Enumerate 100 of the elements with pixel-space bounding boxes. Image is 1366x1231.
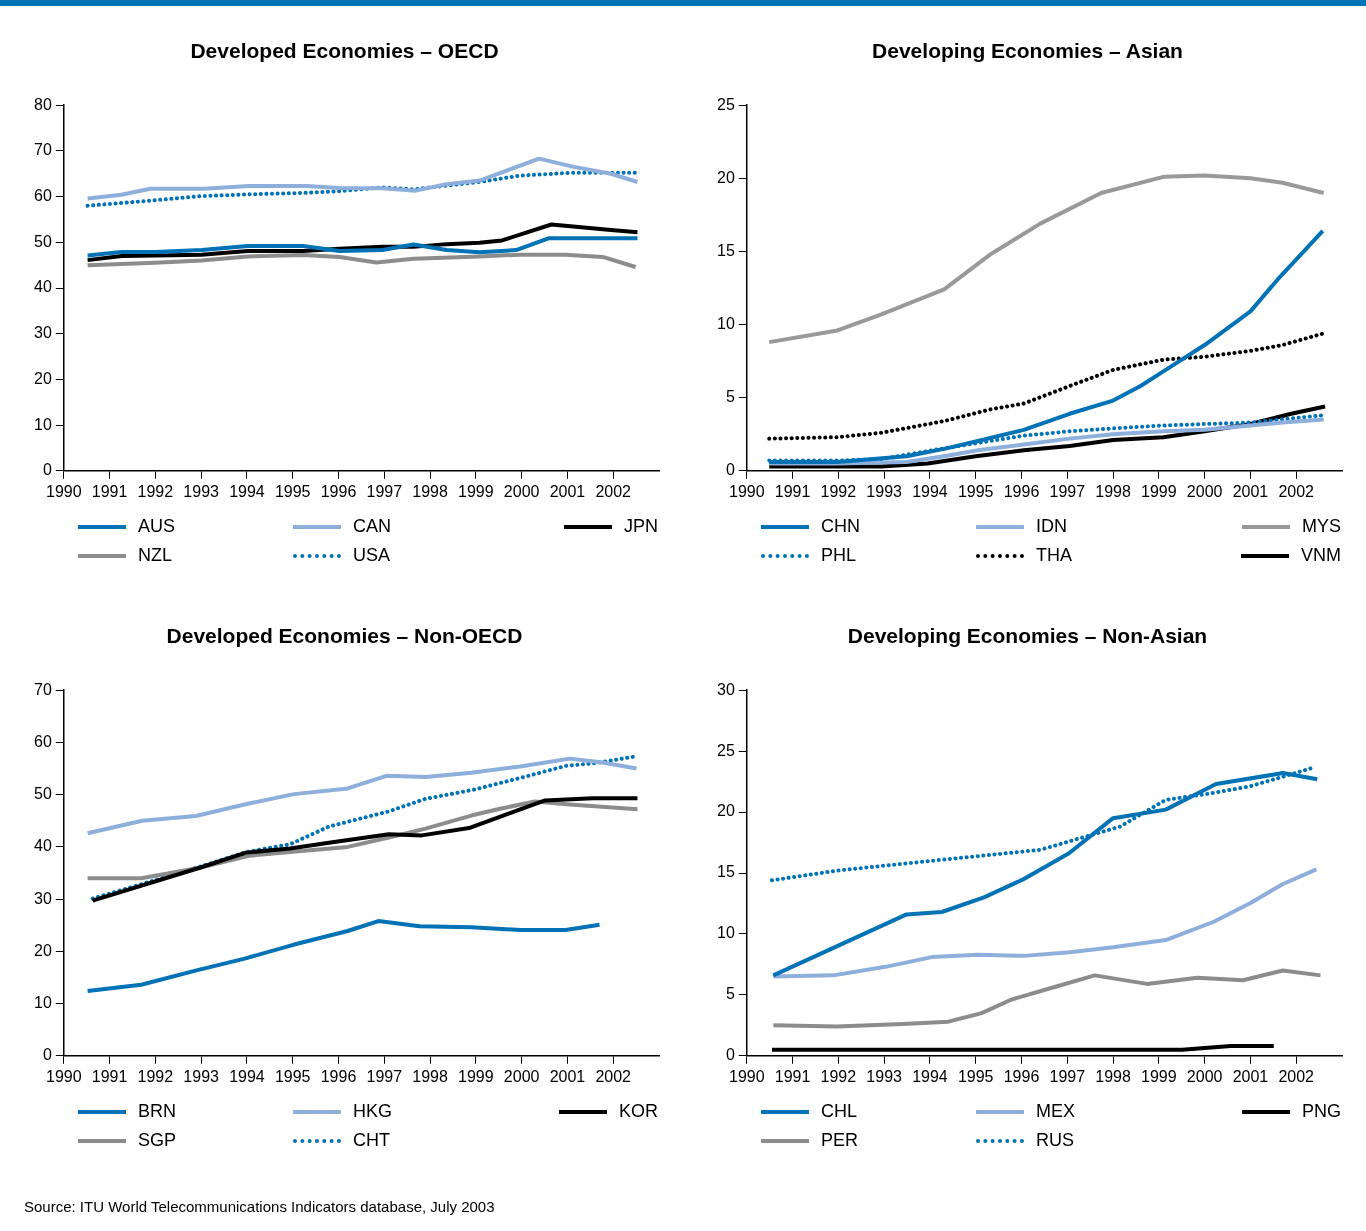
x-tick-label: 1999 [458,1067,494,1085]
legend-label: BRN [138,1101,177,1122]
y-tick-label: 30 [34,324,52,342]
x-tick-label: 2000 [503,482,540,500]
legend-label: MEX [1036,1101,1076,1122]
x-tick-label: 1995 [957,1067,994,1085]
x-tick-label: 1995 [274,1067,311,1085]
legend-label: SGP [138,1130,177,1151]
y-tick-label: 50 [34,232,52,250]
y-tick-label: 50 [34,785,52,803]
source-note: Source: ITU World Telecommunications Indicators database, July 2003 [24,1198,495,1215]
y-tick-label: 60 [34,732,52,750]
legend-label: CHT [353,1130,390,1151]
x-tick-label: 1993 [183,1067,220,1085]
x-tick-label: 1997 [366,1067,403,1085]
x-tick-label: 2001 [549,482,586,500]
legend-label: PHL [821,545,857,566]
x-tick-label: 1996 [1003,1067,1040,1085]
x-tick-label: 1999 [458,482,494,500]
x-tick-label: 1991 [774,482,811,500]
y-tick-label: 0 [725,1046,735,1064]
chart-title: Developing Economies – Non-Asian [847,624,1208,648]
x-tick-label: 1991 [774,1067,811,1085]
legend-label: USA [353,545,391,566]
x-tick-label: 2001 [1232,1067,1269,1085]
x-tick-label: 2000 [1186,482,1223,500]
x-tick-label: 1990 [729,482,765,500]
chart-title: Developed Economies – OECD [190,39,499,63]
line-series [85,170,640,208]
x-tick-label: 1993 [866,482,903,500]
y-tick-label: 60 [34,187,52,205]
y-tick-label: 30 [34,889,52,907]
y-tick-label: 0 [725,461,735,479]
x-tick-label: 1992 [820,482,857,500]
x-tick-label: 1994 [912,1067,948,1085]
x-tick-label: 1996 [320,482,357,500]
x-tick-label: 1995 [274,482,311,500]
y-tick-label: 5 [725,388,735,406]
legend-label: AUS [138,516,176,537]
x-tick-label: 1998 [412,482,448,500]
y-tick-label: 0 [42,461,52,479]
legend-label: VNM [1301,545,1341,566]
x-tick-label: 1994 [912,482,948,500]
x-tick-label: 1998 [412,1067,448,1085]
legend-label: RUS [1036,1130,1075,1151]
x-tick-label: 2001 [1232,482,1269,500]
y-tick-label: 0 [42,1046,52,1064]
legend-label: PNG [1301,1101,1341,1122]
legend-label: IDN [1036,516,1067,537]
legend-label: CAN [353,516,392,537]
y-tick-label: 10 [34,415,52,433]
x-tick-label: 1997 [1049,482,1086,500]
x-tick-label: 1998 [1095,1067,1131,1085]
x-tick-label: 1996 [1003,482,1040,500]
chart-title: Developed Economies – Non-OECD [166,624,523,648]
x-tick-label: 2000 [1186,1067,1223,1085]
legend-label: CHL [821,1101,858,1122]
y-tick-label: 25 [717,95,735,113]
legend-label: NZL [138,545,173,566]
x-tick-label: 1999 [1141,482,1177,500]
x-tick-label: 1990 [46,482,82,500]
x-tick-label: 1991 [91,1067,128,1085]
legend-label: CHN [821,516,860,537]
x-tick-label: 1994 [229,1067,265,1085]
x-tick-label: 1993 [183,482,220,500]
x-tick-label: 1993 [866,1067,903,1085]
x-tick-label: 1991 [91,482,128,500]
x-tick-label: 1999 [1141,1067,1177,1085]
y-tick-label: 20 [717,802,735,820]
x-tick-label: 1996 [320,1067,357,1085]
legend-label: PER [821,1130,859,1151]
x-tick-label: 2001 [549,1067,586,1085]
legend-label: HKG [353,1101,393,1122]
x-tick-label: 1994 [229,482,265,500]
x-tick-label: 1997 [1049,1067,1086,1085]
y-tick-label: 10 [717,314,735,332]
legend-label: THA [1036,545,1072,566]
y-tick-label: 80 [34,95,52,113]
y-tick-label: 20 [34,941,52,959]
line-series [767,331,1326,441]
x-tick-label: 2002 [1278,482,1315,500]
y-tick-label: 40 [34,278,52,296]
y-tick-label: 20 [717,168,735,186]
x-tick-label: 2002 [1278,1067,1315,1085]
x-tick-label: 1990 [729,1067,765,1085]
y-tick-label: 40 [34,837,52,855]
x-tick-label: 1998 [1095,482,1131,500]
y-tick-label: 25 [717,741,735,759]
legend-label: JPN [623,516,658,537]
x-tick-label: 2000 [503,1067,540,1085]
legend-label: KOR [618,1101,658,1122]
y-tick-label: 10 [717,924,735,942]
y-tick-label: 15 [717,241,735,259]
y-tick-label: 70 [34,680,52,698]
x-tick-label: 2002 [595,482,632,500]
y-tick-label: 70 [34,141,52,159]
x-tick-label: 1990 [46,1067,82,1085]
x-tick-label: 1992 [137,1067,174,1085]
x-tick-label: 1995 [957,482,994,500]
legend-label: MYS [1301,516,1341,537]
